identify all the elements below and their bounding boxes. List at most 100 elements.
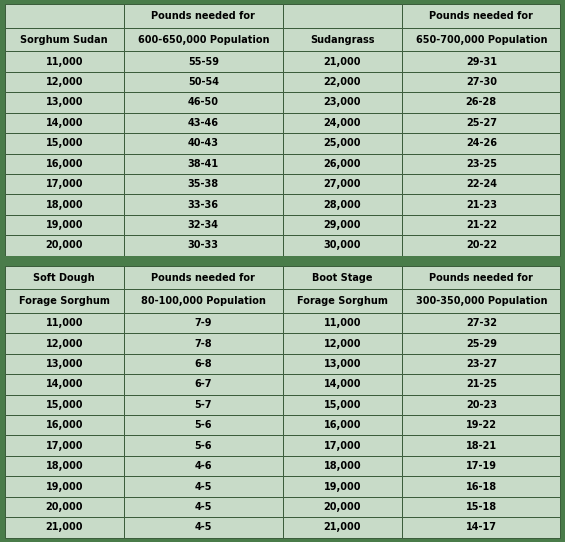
Text: 4-6: 4-6 [194, 461, 212, 471]
Bar [5, 266, 124, 289]
Text: 13,000: 13,000 [324, 359, 361, 369]
Bar [402, 28, 560, 51]
Bar [282, 195, 402, 215]
Bar [282, 133, 402, 153]
Bar [282, 28, 402, 51]
Text: 25,000: 25,000 [324, 138, 361, 149]
Bar [282, 456, 402, 476]
Text: 13,000: 13,000 [46, 359, 83, 369]
Text: Pounds needed for: Pounds needed for [151, 273, 255, 282]
Bar [124, 72, 282, 92]
Text: 650-700,000 Population: 650-700,000 Population [415, 35, 547, 44]
Text: 27-32: 27-32 [466, 318, 497, 328]
Bar [124, 456, 282, 476]
Bar [282, 4, 402, 28]
Text: 20-23: 20-23 [466, 400, 497, 410]
Text: 20,000: 20,000 [324, 502, 361, 512]
Text: Pounds needed for: Pounds needed for [429, 11, 533, 21]
Bar [5, 456, 124, 476]
Text: 4-5: 4-5 [194, 522, 212, 532]
Text: 13,000: 13,000 [46, 98, 83, 107]
Bar [402, 235, 560, 256]
Text: 14,000: 14,000 [46, 379, 83, 389]
Bar [402, 92, 560, 113]
Text: 6-8: 6-8 [194, 359, 212, 369]
Text: 22,000: 22,000 [324, 77, 361, 87]
Bar [5, 174, 124, 195]
Bar [124, 235, 282, 256]
Text: 5-6: 5-6 [194, 420, 212, 430]
Text: 11,000: 11,000 [46, 318, 83, 328]
Text: 24,000: 24,000 [324, 118, 361, 128]
Bar [282, 51, 402, 72]
Text: 23-27: 23-27 [466, 359, 497, 369]
Bar [282, 415, 402, 435]
Text: 26-28: 26-28 [466, 98, 497, 107]
Bar [282, 235, 402, 256]
Bar [124, 153, 282, 174]
Bar [124, 313, 282, 333]
Bar [282, 92, 402, 113]
Text: 7-9: 7-9 [194, 318, 212, 328]
Bar [5, 195, 124, 215]
Bar [124, 415, 282, 435]
Bar [402, 289, 560, 313]
Text: 22-24: 22-24 [466, 179, 497, 189]
Text: 19,000: 19,000 [324, 482, 361, 492]
Text: 27,000: 27,000 [324, 179, 361, 189]
Bar [5, 92, 124, 113]
Bar [5, 133, 124, 153]
Bar [124, 517, 282, 538]
Bar [5, 51, 124, 72]
Text: Soft Dough: Soft Dough [33, 273, 95, 282]
Bar [124, 476, 282, 497]
Text: 15-18: 15-18 [466, 502, 497, 512]
Text: 15,000: 15,000 [46, 138, 83, 149]
Bar [5, 415, 124, 435]
Text: 21-22: 21-22 [466, 220, 497, 230]
Text: 29-31: 29-31 [466, 56, 497, 67]
Bar [5, 235, 124, 256]
Bar [282, 215, 402, 235]
Text: 25-27: 25-27 [466, 118, 497, 128]
Bar [124, 195, 282, 215]
Bar [402, 174, 560, 195]
Bar [282, 395, 402, 415]
Bar [5, 113, 124, 133]
Text: 300-350,000 Population: 300-350,000 Population [415, 296, 547, 306]
Text: 21-23: 21-23 [466, 199, 497, 210]
Text: 20-22: 20-22 [466, 241, 497, 250]
Text: 55-59: 55-59 [188, 56, 219, 67]
Text: 12,000: 12,000 [46, 77, 83, 87]
Text: 28,000: 28,000 [323, 199, 361, 210]
Bar [402, 133, 560, 153]
Text: 18,000: 18,000 [45, 199, 83, 210]
Text: 33-36: 33-36 [188, 199, 219, 210]
Text: 21,000: 21,000 [324, 56, 361, 67]
Text: 11,000: 11,000 [46, 56, 83, 67]
Bar [402, 215, 560, 235]
Text: 32-34: 32-34 [188, 220, 219, 230]
Bar [5, 153, 124, 174]
Text: 16,000: 16,000 [46, 420, 83, 430]
Bar [282, 333, 402, 354]
Text: 43-46: 43-46 [188, 118, 219, 128]
Bar [402, 497, 560, 517]
Bar [124, 113, 282, 133]
Text: 38-41: 38-41 [188, 159, 219, 169]
Text: 21-25: 21-25 [466, 379, 497, 389]
Bar [402, 476, 560, 497]
Text: 26,000: 26,000 [324, 159, 361, 169]
Bar [282, 153, 402, 174]
Text: 18-21: 18-21 [466, 441, 497, 451]
Text: 40-43: 40-43 [188, 138, 219, 149]
Text: 4-5: 4-5 [194, 502, 212, 512]
Bar [402, 266, 560, 289]
Bar [124, 215, 282, 235]
Text: Pounds needed for: Pounds needed for [151, 11, 255, 21]
Bar [282, 72, 402, 92]
Text: 19,000: 19,000 [46, 482, 83, 492]
Bar [5, 497, 124, 517]
Bar [402, 435, 560, 456]
Bar [124, 28, 282, 51]
